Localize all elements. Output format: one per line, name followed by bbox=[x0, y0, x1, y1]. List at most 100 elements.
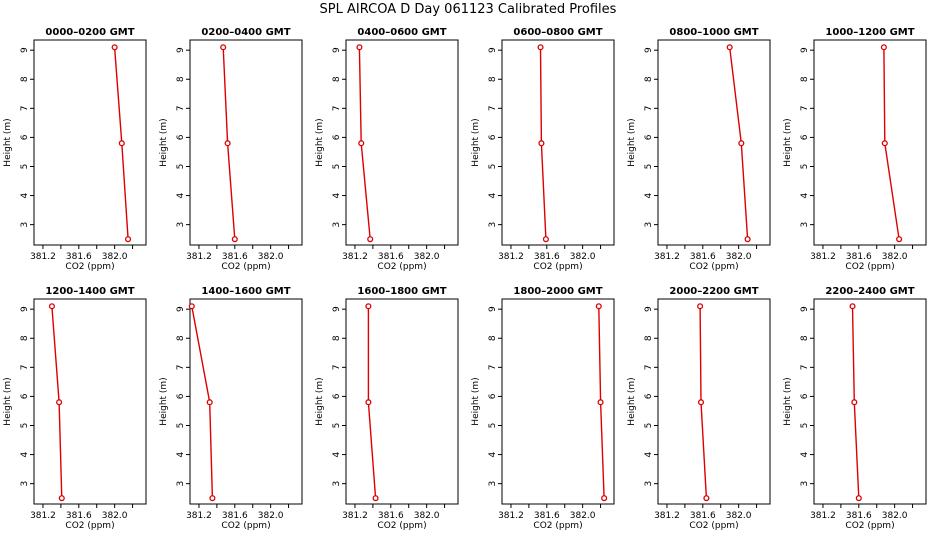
y-tick-label: 9 bbox=[332, 306, 342, 312]
x-tick-label: 382.0 bbox=[882, 511, 908, 521]
y-tick-label: 6 bbox=[644, 134, 654, 140]
data-point bbox=[372, 495, 379, 502]
y-tick-label: 4 bbox=[176, 192, 186, 198]
x-tick-label: 382.0 bbox=[570, 511, 596, 521]
y-tick-label: 9 bbox=[644, 306, 654, 312]
data-point bbox=[880, 44, 887, 51]
x-tick-label: 381.6 bbox=[690, 511, 716, 521]
y-tick-label: 3 bbox=[488, 222, 498, 228]
y-tick-label: 5 bbox=[20, 423, 30, 429]
y-tick-label: 5 bbox=[176, 423, 186, 429]
x-axis-label: CO2 (ppm) bbox=[689, 521, 738, 531]
plot-frame bbox=[189, 39, 303, 246]
y-axis-label: Height (m) bbox=[471, 118, 481, 166]
y-tick-label: 4 bbox=[488, 192, 498, 198]
y-tick-label: 7 bbox=[332, 105, 342, 111]
x-tick-label: 381.6 bbox=[66, 511, 92, 521]
x-tick-label: 381.2 bbox=[810, 252, 836, 262]
y-tick-label: 5 bbox=[800, 423, 810, 429]
plot-frame bbox=[189, 298, 303, 505]
y-tick-label: 9 bbox=[176, 47, 186, 53]
y-tick-label: 7 bbox=[332, 364, 342, 370]
y-tick-label: 3 bbox=[176, 481, 186, 487]
y-tick-label: 4 bbox=[644, 192, 654, 198]
y-tick-label: 5 bbox=[644, 164, 654, 170]
data-point bbox=[224, 140, 231, 147]
y-tick-label: 8 bbox=[176, 76, 186, 82]
x-axis-label: CO2 (ppm) bbox=[65, 262, 114, 272]
y-tick-label: 9 bbox=[488, 47, 498, 53]
y-tick-label: 5 bbox=[800, 164, 810, 170]
y-axis-label: Height (m) bbox=[627, 377, 637, 425]
y-tick-label: 8 bbox=[20, 76, 30, 82]
x-axis-label: CO2 (ppm) bbox=[377, 521, 426, 531]
x-tick-label: 381.2 bbox=[30, 252, 56, 262]
data-point bbox=[537, 44, 544, 51]
x-tick-label: 381.2 bbox=[342, 252, 368, 262]
data-point bbox=[851, 399, 858, 406]
y-tick-label: 9 bbox=[20, 47, 30, 53]
x-axis-label: CO2 (ppm) bbox=[533, 521, 582, 531]
y-tick-label: 6 bbox=[644, 393, 654, 399]
y-tick-label: 9 bbox=[488, 306, 498, 312]
y-tick-label: 6 bbox=[176, 393, 186, 399]
y-tick-label: 3 bbox=[488, 481, 498, 487]
y-tick-label: 9 bbox=[20, 306, 30, 312]
y-tick-label: 9 bbox=[800, 306, 810, 312]
y-tick-label: 6 bbox=[332, 393, 342, 399]
panel-title: 0400–0600 GMT bbox=[357, 27, 446, 38]
x-tick-label: 381.6 bbox=[66, 252, 92, 262]
y-axis-label: Height (m) bbox=[3, 118, 13, 166]
y-tick-label: 4 bbox=[488, 451, 498, 457]
panel-title: 0000–0200 GMT bbox=[45, 27, 134, 38]
x-axis-label: CO2 (ppm) bbox=[845, 262, 894, 272]
y-tick-label: 6 bbox=[332, 134, 342, 140]
data-point bbox=[542, 236, 549, 243]
panel-title: 2200–2400 GMT bbox=[825, 286, 914, 297]
x-tick-label: 382.0 bbox=[726, 252, 752, 262]
x-axis-label: CO2 (ppm) bbox=[845, 521, 894, 531]
plot-frame bbox=[33, 39, 147, 246]
data-point bbox=[595, 303, 602, 310]
y-axis-label: Height (m) bbox=[159, 118, 169, 166]
y-tick-label: 4 bbox=[20, 192, 30, 198]
y-tick-label: 7 bbox=[176, 364, 186, 370]
x-tick-label: 382.0 bbox=[726, 511, 752, 521]
data-point bbox=[48, 303, 55, 310]
data-point bbox=[356, 44, 363, 51]
y-tick-label: 3 bbox=[644, 222, 654, 228]
data-point bbox=[881, 140, 888, 147]
plot-frame bbox=[657, 39, 771, 246]
data-point bbox=[125, 236, 132, 243]
data-point bbox=[220, 44, 227, 51]
plot-frame bbox=[501, 39, 615, 246]
plot-frame bbox=[345, 39, 459, 246]
data-point bbox=[703, 495, 710, 502]
panel-title: 0200–0400 GMT bbox=[201, 27, 290, 38]
y-tick-label: 8 bbox=[800, 335, 810, 341]
y-axis-label: Height (m) bbox=[627, 118, 637, 166]
data-point bbox=[849, 303, 856, 310]
plot-frame bbox=[813, 298, 927, 505]
x-tick-label: 381.6 bbox=[222, 511, 248, 521]
data-point bbox=[365, 303, 372, 310]
y-tick-label: 3 bbox=[20, 222, 30, 228]
data-point bbox=[855, 495, 862, 502]
x-tick-label: 381.6 bbox=[534, 511, 560, 521]
data-point bbox=[118, 140, 125, 147]
x-tick-label: 381.2 bbox=[186, 252, 212, 262]
y-tick-label: 5 bbox=[488, 423, 498, 429]
x-tick-label: 382.0 bbox=[570, 252, 596, 262]
panel-title: 1400–1600 GMT bbox=[201, 286, 290, 297]
y-tick-label: 6 bbox=[20, 134, 30, 140]
y-tick-label: 3 bbox=[800, 222, 810, 228]
x-tick-label: 381.2 bbox=[30, 511, 56, 521]
panel-title: 1000–1200 GMT bbox=[825, 27, 914, 38]
y-tick-label: 6 bbox=[176, 134, 186, 140]
data-point bbox=[697, 399, 705, 406]
